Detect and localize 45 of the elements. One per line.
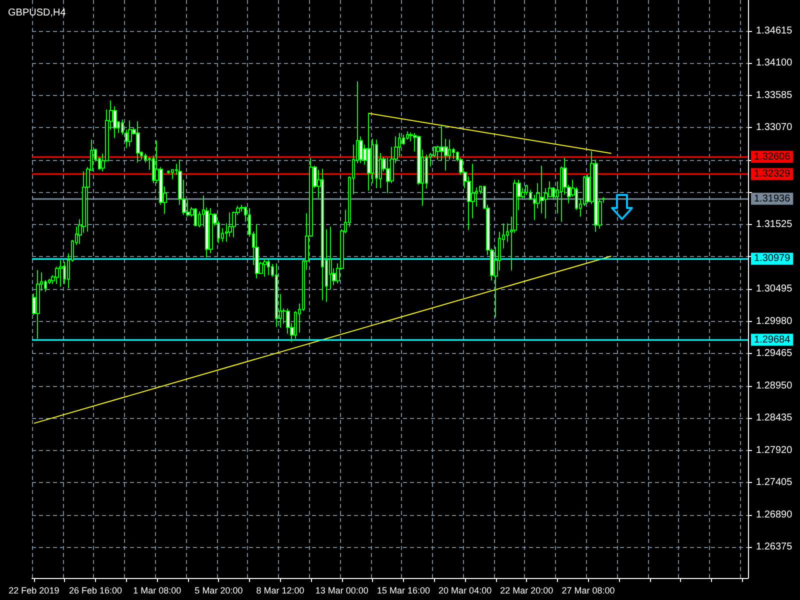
y-tick-label: 1.30495 [756,284,793,294]
y-tick-label: 1.29980 [756,316,793,327]
y-tick-label: 1.28950 [756,380,793,392]
candlestick [321,168,324,301]
x-tick-label: 13 Mar 00:00 [315,586,368,596]
text: GBPUSD,H4 [8,8,66,18]
ref-line-label: 1.30979 [754,253,791,264]
y-tick-label: 1.33070 [756,122,793,134]
y-tick-label: 1.34100 [756,58,793,69]
x-tick-label: 8 Mar 12:00 [256,586,304,596]
y-tick-label: 1.27920 [756,444,793,456]
y-tick-label: 1.26890 [756,509,793,520]
x-tick-label: 22 Feb 2019 [8,586,60,596]
ref-line-label: 1.32606 [754,151,791,162]
candlestick [263,258,267,278]
x-tick-label: 22 Mar 20:00 [500,586,554,596]
y-tick-label: 1.26375 [756,542,793,552]
y-tick-label: 1.33585 [756,90,793,101]
candlestick [128,120,132,147]
y-tick-label: 1.29465 [756,348,793,359]
y-tick-label: 1.27405 [756,477,793,488]
y-tick-label: 1.34615 [756,26,793,36]
candlestick [136,120,140,163]
x-tick-label: 20 Mar 04:00 [438,586,492,596]
candlestick [228,212,232,238]
candlestick [367,112,371,191]
candlestick [255,224,259,279]
y-tick-label: 1.31525 [756,219,793,230]
candlestick [406,130,409,140]
candlestick [375,139,378,189]
y-tick-label: 1.28435 [756,412,793,424]
x-tick-label: 1 Mar 08:00 [133,586,182,596]
x-tick-label: 5 Mar 20:00 [194,586,243,596]
ref-line-label: 1.29684 [754,334,791,346]
candlestick [59,260,63,288]
candlestick [194,208,197,226]
candlestick [209,208,213,254]
ref-line-label: 1.31936 [754,193,791,204]
x-tick-label: 27 Mar 08:00 [562,586,615,596]
ref-line-label: 1.32329 [754,168,791,180]
candlestick [275,262,278,328]
x-tick-label: 15 Mar 16:00 [376,586,430,596]
x-tick-label: 26 Feb 16:00 [68,586,122,596]
candlestick [267,260,270,276]
candlestick [36,270,40,340]
